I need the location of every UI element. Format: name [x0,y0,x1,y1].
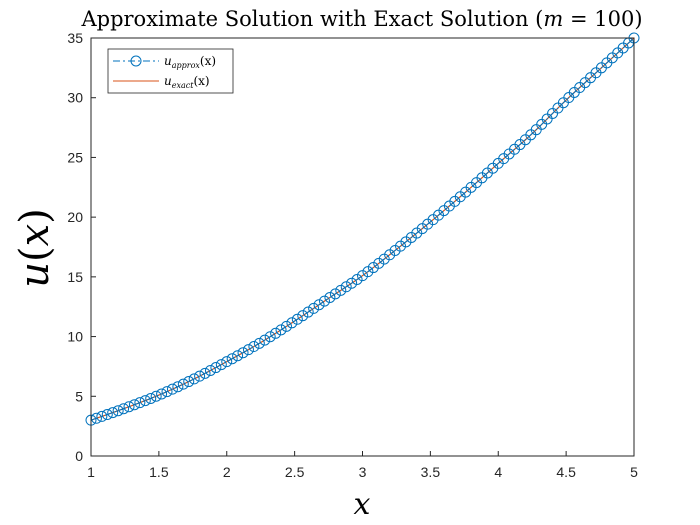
x-tick-label: 1 [87,464,95,480]
legend-exact-label: uexact(x) [164,74,210,90]
approx-point-marker [112,405,124,417]
approx-point-marker [194,370,206,382]
approx-point-marker [199,367,211,379]
y-axis-label: u(x) [12,208,58,288]
approx-point-marker [242,344,254,356]
legend-exact-sub: exact [172,81,194,90]
approx-point-marker [183,376,195,388]
y-tick-label: 30 [67,90,83,106]
approx-point-marker [226,353,238,365]
approx-point-marker [123,401,135,413]
approx-point-marker [210,362,222,374]
x-tick-label: 1.5 [149,464,169,480]
y-tick-label: 25 [67,149,83,165]
y-label-open: ( [12,246,58,262]
approx-point-marker [150,390,162,402]
approx-point-marker [264,331,276,343]
approx-point-marker [139,395,151,407]
approx-point-marker [362,266,374,278]
approx-point-marker [248,341,260,353]
legend: uapprox(x) uexact(x) [107,48,234,94]
legend-approx-label: uapprox(x) [164,54,216,70]
x-tick-label: 3 [359,464,367,480]
approx-point-marker [280,320,292,332]
plot-area [91,38,634,456]
approx-point-marker [297,310,309,322]
approx-point-marker [134,397,146,409]
approx-point-marker [156,388,168,400]
y-tick-label: 35 [67,30,83,46]
x-axis-label: x [354,487,371,522]
approx-point-marker [308,302,320,314]
approx-point-marker [161,386,173,398]
legend-exact-base: u [164,74,172,88]
approx-point-marker [253,337,265,349]
y-tick-label: 0 [75,448,83,464]
approx-point-marker [329,288,341,300]
y-tick-label: 15 [67,269,83,285]
approx-point-marker [335,284,347,296]
y-ticks: 0 5 10 15 20 25 30 35 [67,30,96,464]
approx-point-marker [204,364,216,376]
approx-point-marker [166,383,178,395]
y-label-fn: u [12,262,58,288]
legend-approx-marker [130,55,142,67]
y-tick-label: 20 [67,209,83,225]
title-var: m [543,7,563,31]
x-tick-label: 2.5 [285,464,305,480]
series-layer [85,32,640,426]
approx-point-marker [357,270,368,282]
approx-point-marker [302,306,314,318]
approx-point-marker [340,281,352,293]
approx-point-marker [145,392,157,404]
approx-point-marker [313,299,325,311]
approx-point-marker [101,409,113,421]
approx-point-marker [128,399,140,411]
y-label-arg: x [12,224,58,247]
approx-point-marker [351,274,363,285]
legend-exact-arg: (x) [193,74,209,88]
x-ticks: 1 1.5 2 2.5 3 3.5 4 4.5 5 [87,451,638,480]
y-label-close: ) [12,208,58,224]
approx-point-marker [177,378,189,390]
y-tick-label: 5 [75,388,83,404]
approx-point-marker [221,356,233,368]
approx-point-marker [232,350,244,362]
approx-point-marker [346,277,358,289]
legend-approx-base: u [164,54,172,68]
x-tick-label: 5 [630,464,638,480]
approx-point-marker [107,407,119,419]
x-tick-label: 4.5 [556,464,576,480]
approx-point-marker [324,291,336,303]
x-tick-label: 3.5 [421,464,441,480]
approx-point-marker [275,324,287,336]
approx-point-marker [318,295,330,307]
y-tick-label: 10 [67,329,83,345]
legend-approx-arg: (x) [200,54,216,68]
approx-point-marker [291,313,303,325]
legend-box [107,48,234,94]
approx-point-marker [286,317,298,329]
approx-point-marker [172,381,184,393]
approx-point-marker [118,403,130,415]
approx-point-marker [215,359,227,371]
chart-title: Approximate Solution with Exact Solution… [80,7,642,31]
approx-point-marker [237,347,249,359]
legend-approx-sub: approx [172,61,201,70]
approx-point-marker [270,327,282,339]
approx-point-marker [259,334,271,346]
title-rest: = 100) [563,7,642,31]
approx-point-marker [188,373,200,385]
x-tick-label: 2 [223,464,231,480]
title-prefix: Approximate Solution with Exact Solution… [80,7,543,31]
x-tick-label: 4 [494,464,502,480]
approx-point-marker [96,410,108,422]
